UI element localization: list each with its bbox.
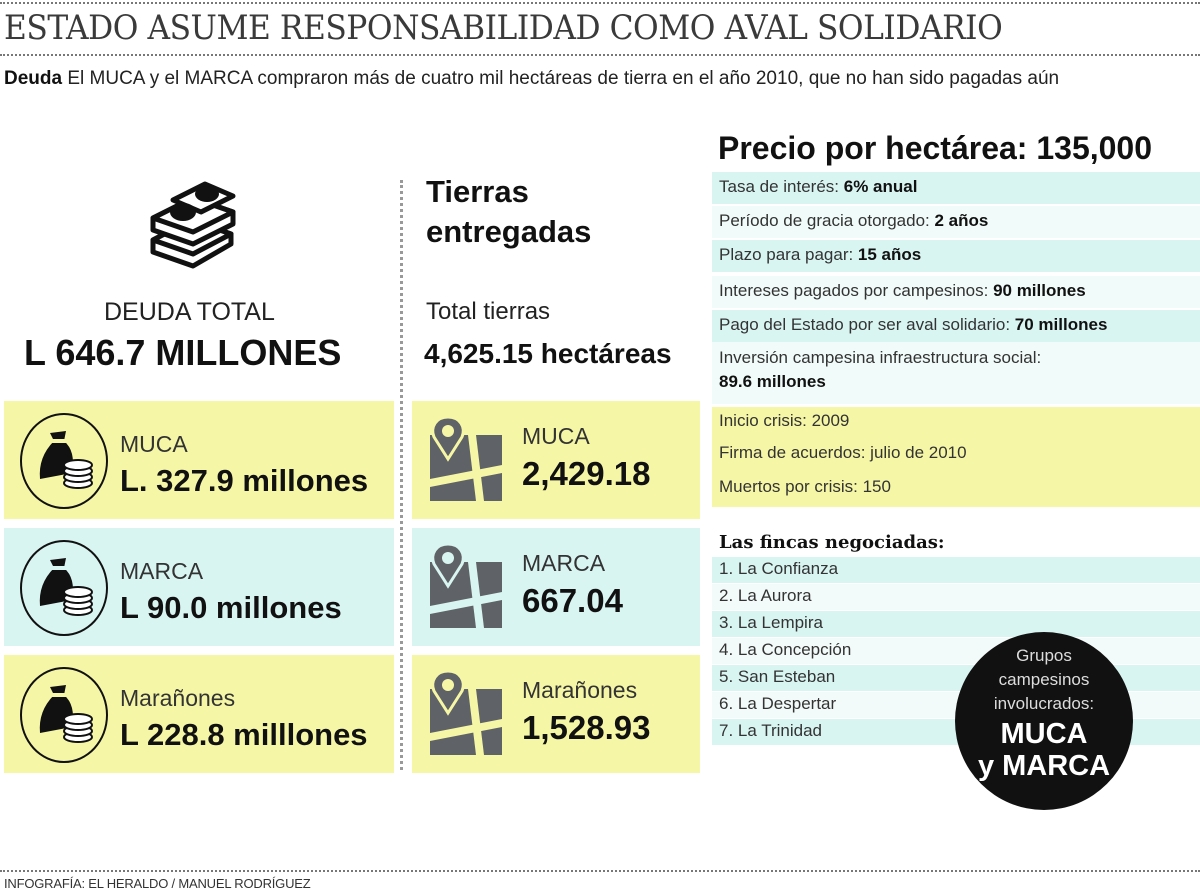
badge-big2: y MARCA (977, 750, 1111, 782)
finca-item: 1. La Confianza (712, 557, 1200, 583)
map-pin-icon (430, 542, 502, 628)
footer-rule (0, 870, 1200, 872)
lede-bold: Deuda (4, 68, 63, 89)
finca-item: 3. La Lempira (712, 611, 1200, 637)
fact-value: 6% anual (843, 177, 918, 196)
money-bag-icon (20, 413, 108, 509)
lands-title-line1: Tierras (426, 174, 529, 209)
group-land-value: 1,528.93 (522, 709, 651, 746)
fact-label: Inversión campesina infraestructura soci… (719, 348, 1042, 367)
group-land-value: 667.04 (522, 582, 623, 619)
group-debt-value: L. 327.9 millones (120, 463, 369, 498)
fact-value: 70 millones (1014, 315, 1108, 334)
crisis-start: Inicio crisis: 2009 (719, 411, 850, 430)
group-land-value: 2,429.18 (522, 455, 651, 492)
badge-big1: MUCA (1000, 718, 1088, 750)
fact-value: 89.6 millones (719, 372, 826, 391)
debt-total-value: L 646.7 MILLONES (24, 332, 342, 373)
fact-label: Pago del Estado por ser aval solidario: (719, 315, 1015, 334)
land-card-marca: MARCA 667.04 (412, 528, 700, 646)
money-bag-icon (20, 540, 108, 636)
crisis-deaths: Muertos por crisis: 150 (719, 477, 891, 496)
finca-item: 4. La Concepción (712, 638, 1200, 664)
group-name: MUCA (120, 431, 188, 457)
crisis-box: Inicio crisis: 2009 Firma de acuerdos: j… (712, 407, 1200, 507)
crisis-agreement: Firma de acuerdos: julio de 2010 (719, 443, 967, 462)
fact-value: 90 millones (993, 281, 1086, 300)
lede-text: El MUCA y el MARCA compraron más de cuat… (62, 68, 1060, 89)
lands-total-label: Total tierras (426, 298, 551, 325)
money-bag-icon (20, 667, 108, 763)
credit: INFOGRAFÍA: EL HERALDO / MANUEL RODRÍGUE… (4, 876, 311, 891)
debt-card-marca: MARCA L 90.0 millones (4, 528, 394, 646)
map-pin-icon (430, 415, 502, 501)
group-debt-value: L 228.8 milllones (120, 717, 368, 752)
column-divider (400, 180, 403, 770)
fact-row: Pago del Estado por ser aval solidario: … (712, 310, 1200, 342)
fact-row: Intereses pagados por campesinos: 90 mil… (712, 276, 1200, 308)
fact-row: Inversión campesina infraestructura soci… (712, 342, 1200, 404)
title-rule (0, 54, 1200, 56)
fact-label: Plazo para pagar: (719, 245, 858, 264)
fincas-title: Las fincas negociadas: (719, 532, 945, 553)
cash-stack-icon (145, 178, 241, 270)
finca-item: 2. La Aurora (712, 584, 1200, 610)
group-name: Marañones (522, 677, 638, 703)
map-pin-icon (430, 669, 502, 755)
fact-value: 2 años (934, 211, 989, 230)
group-debt-value: L 90.0 millones (120, 590, 342, 625)
fact-row: Plazo para pagar: 15 años (712, 240, 1200, 272)
groups-badge: Grupos campesinos involucrados: MUCA y M… (955, 632, 1133, 810)
page-title: ESTADO ASUME RESPONSABILIDAD COMO AVAL S… (4, 8, 1003, 48)
group-name: MARCA (522, 550, 606, 576)
lands-title-line2: entregadas (426, 214, 592, 249)
debt-total-label: DEUDA TOTAL (104, 298, 275, 326)
debt-card-muca: MUCA L. 327.9 millones (4, 401, 394, 519)
fact-row: Período de gracia otorgado: 2 años (712, 206, 1200, 238)
fact-label: Período de gracia otorgado: (719, 211, 935, 230)
badge-line2: campesinos (998, 670, 1090, 689)
group-name: Marañones (120, 685, 236, 711)
fact-value: 15 años (857, 245, 922, 264)
fact-row: Tasa de interés: 6% anual (712, 172, 1200, 204)
lands-total-value: 4,625.15 hectáreas (424, 338, 672, 369)
price-title: Precio por hectárea: 135,000 (718, 130, 1153, 166)
lands-title: Tierras entregadas (426, 172, 591, 252)
fact-label: Tasa de interés: (719, 177, 844, 196)
group-name: MARCA (120, 558, 204, 584)
badge-line3: involucrados: (993, 694, 1095, 713)
badge-line1: Grupos (1016, 646, 1072, 665)
top-rule (0, 2, 1200, 4)
fact-label: Intereses pagados por campesinos: (719, 281, 994, 300)
debt-card-maranones: Marañones L 228.8 milllones (4, 655, 394, 773)
group-name: MUCA (522, 423, 590, 449)
lede: Deuda El MUCA y el MARCA compraron más d… (4, 66, 1164, 92)
land-card-muca: MUCA 2,429.18 (412, 401, 700, 519)
land-card-maranones: Marañones 1,528.93 (412, 655, 700, 773)
